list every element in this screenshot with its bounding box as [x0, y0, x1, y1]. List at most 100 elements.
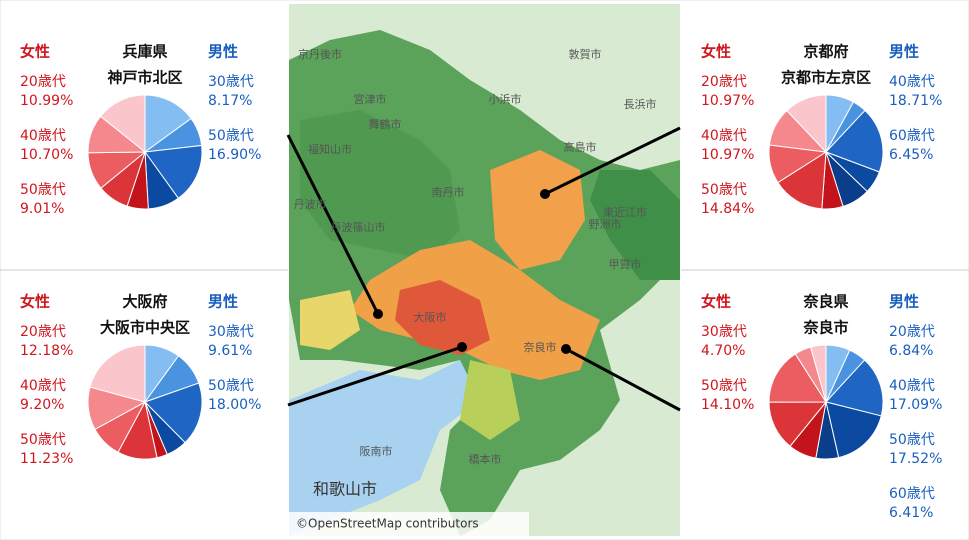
category-label: 50歳代: [20, 182, 66, 198]
pie-slice: [144, 94, 192, 153]
region: [490, 150, 585, 270]
value-label: 4.70%: [701, 343, 745, 359]
pie-title: 兵庫県: [122, 43, 167, 61]
legend-label: 男性: [889, 293, 919, 311]
attribution-box: [289, 512, 529, 536]
pie-slice: [144, 144, 203, 199]
region: [460, 360, 520, 440]
value-label: 8.17%: [208, 93, 252, 109]
legend-label: 男性: [208, 293, 238, 311]
map-label: 南丹市: [432, 185, 465, 199]
pie-slice: [786, 94, 827, 154]
map-label: 敦賀市: [569, 47, 602, 61]
map-label: 甲賀市: [609, 257, 642, 271]
attribution: ©OpenStreetMap contributors: [296, 517, 479, 531]
region: [300, 110, 460, 260]
category-label: 40歳代: [20, 128, 66, 144]
pie-slice: [768, 353, 827, 403]
pie-title: 大阪府: [122, 293, 167, 311]
category-label: 50歳代: [208, 128, 254, 144]
legend-label: 男性: [208, 43, 238, 61]
map-label: 和歌山市: [313, 480, 377, 499]
value-label: 10.97%: [701, 93, 754, 109]
pie-slice: [144, 382, 203, 444]
map-label: 橋本市: [469, 452, 502, 466]
legend-label: 女性: [20, 293, 50, 311]
category-label: 40歳代: [889, 74, 935, 90]
value-label: 6.45%: [889, 147, 933, 163]
pie-subtitle: 奈良市: [802, 319, 848, 337]
value-label: 12.18%: [20, 343, 73, 359]
map-label: 丹波篠山市: [331, 220, 386, 234]
category-label: 40歳代: [889, 378, 935, 394]
category-label: 30歳代: [208, 324, 254, 340]
point: [561, 344, 571, 354]
region: [300, 290, 360, 350]
category-label: 50歳代: [701, 182, 747, 198]
category-label: 40歳代: [701, 128, 747, 144]
map-label: 大阪市: [414, 310, 447, 324]
value-label: 6.41%: [889, 505, 933, 521]
category-label: 30歳代: [701, 324, 747, 340]
map-label: 宮津市: [354, 92, 387, 106]
legend-label: 女性: [701, 293, 731, 311]
category-label: 50歳代: [208, 378, 254, 394]
map-label: 阪南市: [360, 444, 393, 458]
pie-slice: [777, 151, 827, 210]
category-label: 20歳代: [701, 74, 747, 90]
category-label: 50歳代: [701, 378, 747, 394]
pie-slice: [89, 344, 146, 403]
point: [457, 342, 467, 352]
region: [395, 280, 490, 355]
leader-line: [544, 126, 681, 196]
value-label: 11.23%: [20, 451, 73, 467]
map-label: 野洲市: [589, 217, 622, 231]
category-label: 50歳代: [20, 432, 66, 448]
value-label: 18.00%: [208, 397, 261, 413]
leader-line: [565, 347, 681, 412]
value-label: 17.52%: [889, 451, 942, 467]
value-label: 9.20%: [20, 397, 64, 413]
point: [540, 189, 550, 199]
map-label: 福知山市: [308, 142, 352, 156]
legend-label: 男性: [889, 43, 919, 61]
value-label: 10.99%: [20, 93, 73, 109]
value-label: 18.71%: [889, 93, 942, 109]
pie-slice: [825, 109, 884, 173]
legend-label: 女性: [701, 43, 731, 61]
pie-slice: [810, 344, 827, 403]
pie-subtitle: 京都市左京区: [781, 69, 871, 87]
value-label: 14.10%: [701, 397, 754, 413]
leader-line: [286, 134, 380, 315]
value-label: 10.70%: [20, 147, 73, 163]
point: [373, 309, 383, 319]
pie-title: 京都府: [803, 43, 848, 61]
value-label: 16.90%: [208, 147, 261, 163]
pie-subtitle: 大阪市中央区: [100, 319, 190, 337]
category-label: 20歳代: [20, 74, 66, 90]
value-label: 9.01%: [20, 201, 64, 217]
region: [590, 170, 680, 280]
map-label: 東近江市: [603, 205, 647, 219]
pie-slice: [825, 401, 882, 459]
pie-slice: [99, 94, 146, 154]
value-label: 14.84%: [701, 201, 754, 217]
map-label: 奈良市: [524, 340, 557, 354]
leader-line: [287, 345, 463, 407]
value-label: 17.09%: [889, 397, 942, 413]
map-label: 丹波市: [294, 197, 327, 211]
map-label: 舞鶴市: [369, 117, 402, 131]
category-label: 30歳代: [208, 74, 254, 90]
value-label: 10.97%: [701, 147, 754, 163]
category-label: 50歳代: [889, 432, 935, 448]
map-label: 京丹後市: [298, 47, 342, 61]
pie-slice: [768, 401, 828, 447]
category-label: 60歳代: [889, 128, 935, 144]
sea: [289, 360, 480, 536]
value-label: 6.84%: [889, 343, 933, 359]
category-label: 60歳代: [889, 486, 935, 502]
map-label: 小浜市: [489, 92, 522, 106]
category-label: 20歳代: [20, 324, 66, 340]
